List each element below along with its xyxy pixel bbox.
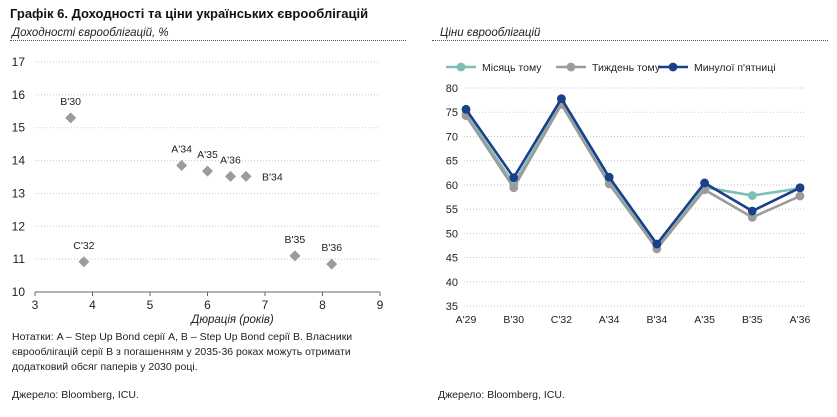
y-tick-label: 75 <box>446 107 458 119</box>
legend-label: Тиждень тому <box>592 62 661 74</box>
series-point- <box>557 94 566 104</box>
left-source: Джерело: Bloomberg, ICU. <box>12 389 139 401</box>
left-divider <box>10 40 406 41</box>
point-a-34 <box>176 160 188 171</box>
right-divider <box>432 40 828 41</box>
x-tick-label: 4 <box>89 298 96 312</box>
y-tick-label: 17 <box>12 55 26 69</box>
point-label-b-36: B'36 <box>321 242 342 254</box>
series-point- <box>795 183 805 193</box>
y-tick-label: 60 <box>446 180 458 192</box>
point-label-a-35: A'35 <box>197 149 218 161</box>
x-tick-label: 7 <box>262 298 269 312</box>
x-tick-label-a-29: A'29 <box>456 314 477 326</box>
y-tick-label: 16 <box>12 88 26 102</box>
legend-marker <box>668 62 678 72</box>
x-tick-label: 9 <box>377 298 384 312</box>
y-tick-label: 15 <box>12 121 26 135</box>
series-point- <box>795 191 805 201</box>
x-tick-label: 5 <box>147 298 154 312</box>
right-source: Джерело: Bloomberg, ICU. <box>438 389 565 401</box>
x-tick-label-b-34: B'34 <box>647 314 668 326</box>
x-axis-title: Дюрація (років) <box>189 314 274 326</box>
series-point- <box>509 183 519 193</box>
right-chart-subtitle: Ціни єврооблігацій <box>440 27 541 39</box>
point-a-36 <box>225 170 236 182</box>
series-point- <box>700 178 709 188</box>
y-tick-label: 14 <box>12 154 26 168</box>
x-tick-label-b-35: B'35 <box>742 314 763 326</box>
y-tick-label: 40 <box>446 277 458 289</box>
series-point- <box>509 173 519 183</box>
y-tick-label: 50 <box>446 228 458 240</box>
y-tick-label: 12 <box>12 219 26 233</box>
series-line- <box>464 99 801 248</box>
left-chart-subtitle: Доходності єврооблігацій, % <box>12 27 169 39</box>
yield-scatter-chart: 10 11 12 13 14 15 16 17 3 4 5 6 7 8 9 Дюрація (років) B'… <box>12 55 384 326</box>
y-tick-label: 70 <box>446 131 458 143</box>
x-tick-label-c-32: C'32 <box>551 314 572 326</box>
point-label-c-32: C'32 <box>73 240 94 252</box>
point-a-35 <box>202 165 213 177</box>
legend-marker <box>566 62 576 72</box>
x-tick-label-a-36: A'36 <box>790 314 811 326</box>
point-label-b-34: B'34 <box>262 171 283 183</box>
series-line- <box>464 96 801 247</box>
y-tick-label: 80 <box>446 83 458 95</box>
y-tick-label: 45 <box>446 253 458 265</box>
y-tick-label: 55 <box>446 204 458 216</box>
legend-marker <box>456 62 466 72</box>
series-point- <box>747 206 757 216</box>
point-c-32 <box>78 256 90 268</box>
x-tick-label: 3 <box>32 298 39 312</box>
y-tick-label: 65 <box>446 156 458 168</box>
legend-label: Місяць тому <box>482 62 542 74</box>
series-line- <box>464 101 801 251</box>
x-tick-label-a-35: A'35 <box>694 314 715 326</box>
series-point- <box>461 104 471 114</box>
y-tick-label: 11 <box>13 252 26 266</box>
point-label-a-36: A'36 <box>220 154 241 166</box>
y-tick-label: 35 <box>446 301 458 313</box>
series-point- <box>652 239 662 249</box>
point-b-30 <box>65 112 77 124</box>
y-tick-label: 13 <box>12 186 26 200</box>
point-label-a-34: A'34 <box>171 144 192 156</box>
point-b-35 <box>289 250 301 262</box>
x-tick-label-a-34: A'34 <box>599 314 620 326</box>
point-label-b-35: B'35 <box>285 234 306 246</box>
point-b-34 <box>240 170 252 182</box>
series-point- <box>747 212 757 222</box>
x-tick-label: 8 <box>319 298 326 312</box>
series-point- <box>747 191 757 200</box>
legend-label: Минулої п'ятниці <box>694 62 776 74</box>
y-tick-label: 10 <box>12 285 26 299</box>
price-line-chart: 35 40 45 50 55 60 65 70 75 80 A'29 B'30 C'32 A'34 B'34… <box>446 62 811 326</box>
x-tick-label-b-30: B'30 <box>503 314 524 326</box>
point-label-b-30: B'30 <box>60 96 81 108</box>
point-b-36 <box>326 258 338 270</box>
chart-note: Нотатки: A – Step Up Bond серії A, B – S… <box>12 331 353 373</box>
series-point- <box>604 172 614 182</box>
x-tick-label: 6 <box>204 298 211 312</box>
chart-title: Графік 6. Доходності та ціни українських… <box>10 6 369 21</box>
